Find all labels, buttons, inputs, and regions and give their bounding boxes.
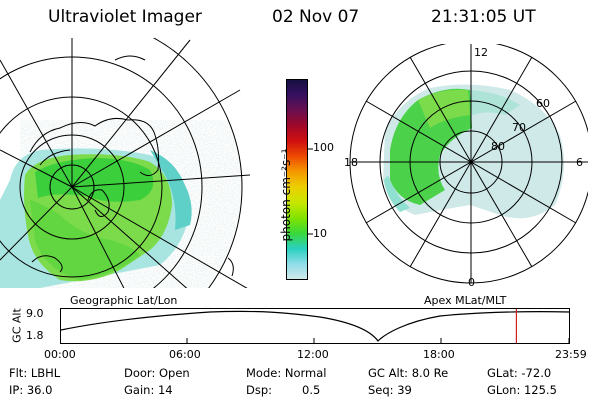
seq-info: Seq: 39 (368, 383, 412, 397)
altitude-ytick-low: 1.8 (26, 329, 44, 342)
magnetic-image-panel (338, 44, 588, 294)
time-tick-1800: 18:00 (423, 348, 455, 361)
time-tick-0000: 00:00 (44, 348, 76, 361)
left-aurora-emission (0, 148, 192, 288)
geographic-caption: Geographic Lat/Lon (70, 294, 178, 307)
left-coastlines (29, 55, 234, 277)
colorbar-tick-10: 10 (313, 227, 327, 240)
mlat-label-60: 60 (536, 97, 550, 110)
dsp-value: 0.5 (302, 383, 321, 397)
altitude-plot (60, 308, 570, 344)
altitude-curve (60, 310, 570, 342)
colorbar-tick-100: 100 (313, 141, 334, 154)
colorbar-gradient (286, 79, 308, 280)
gain-info: Gain: 14 (124, 383, 173, 397)
time-tick-1200: 12:00 (297, 348, 329, 361)
mlt-label-18: 18 (344, 156, 358, 169)
mode-info: Mode: Normal (246, 366, 327, 380)
altitude-ylabel: GC Alt (10, 308, 24, 343)
mlt-label-0: 0 (468, 276, 475, 289)
altitude-ytick-high: 9.0 (26, 307, 44, 320)
mlat-label-80: 80 (491, 140, 505, 153)
colorbar-ticks (308, 148, 313, 235)
filter-info: Flt: LBHL (9, 366, 61, 380)
right-mlat-mlt-grid (349, 44, 588, 284)
time-label: 21:31:05 UT (431, 7, 536, 27)
mlt-label-12: 12 (474, 46, 488, 59)
geographic-image-panel (0, 38, 250, 288)
ip-info: IP: 36.0 (9, 383, 53, 397)
left-latlon-grid (0, 38, 250, 288)
magnetic-caption: Apex MLat/MLT (424, 294, 507, 307)
instrument-title: Ultraviolet Imager (48, 7, 202, 27)
colorbar (286, 79, 308, 280)
glat-info: GLat: -72.0 (487, 366, 552, 380)
date-label: 02 Nov 07 (272, 7, 360, 27)
glon-info: GLon: 125.5 (487, 383, 557, 397)
colorbar-unit-label: photon cm⁻²s⁻¹ (279, 148, 293, 242)
dsp-label: Dsp: (246, 383, 273, 397)
mlt-label-6: 6 (576, 156, 583, 169)
gc-alt-info: GC Alt: 8.0 Re (368, 366, 449, 380)
door-info: Door: Open (124, 366, 190, 380)
time-tick-2359: 23:59 (555, 348, 587, 361)
time-tick-0600: 06:00 (169, 348, 201, 361)
mlat-label-70: 70 (512, 121, 526, 134)
right-aurora-emission (383, 84, 564, 219)
